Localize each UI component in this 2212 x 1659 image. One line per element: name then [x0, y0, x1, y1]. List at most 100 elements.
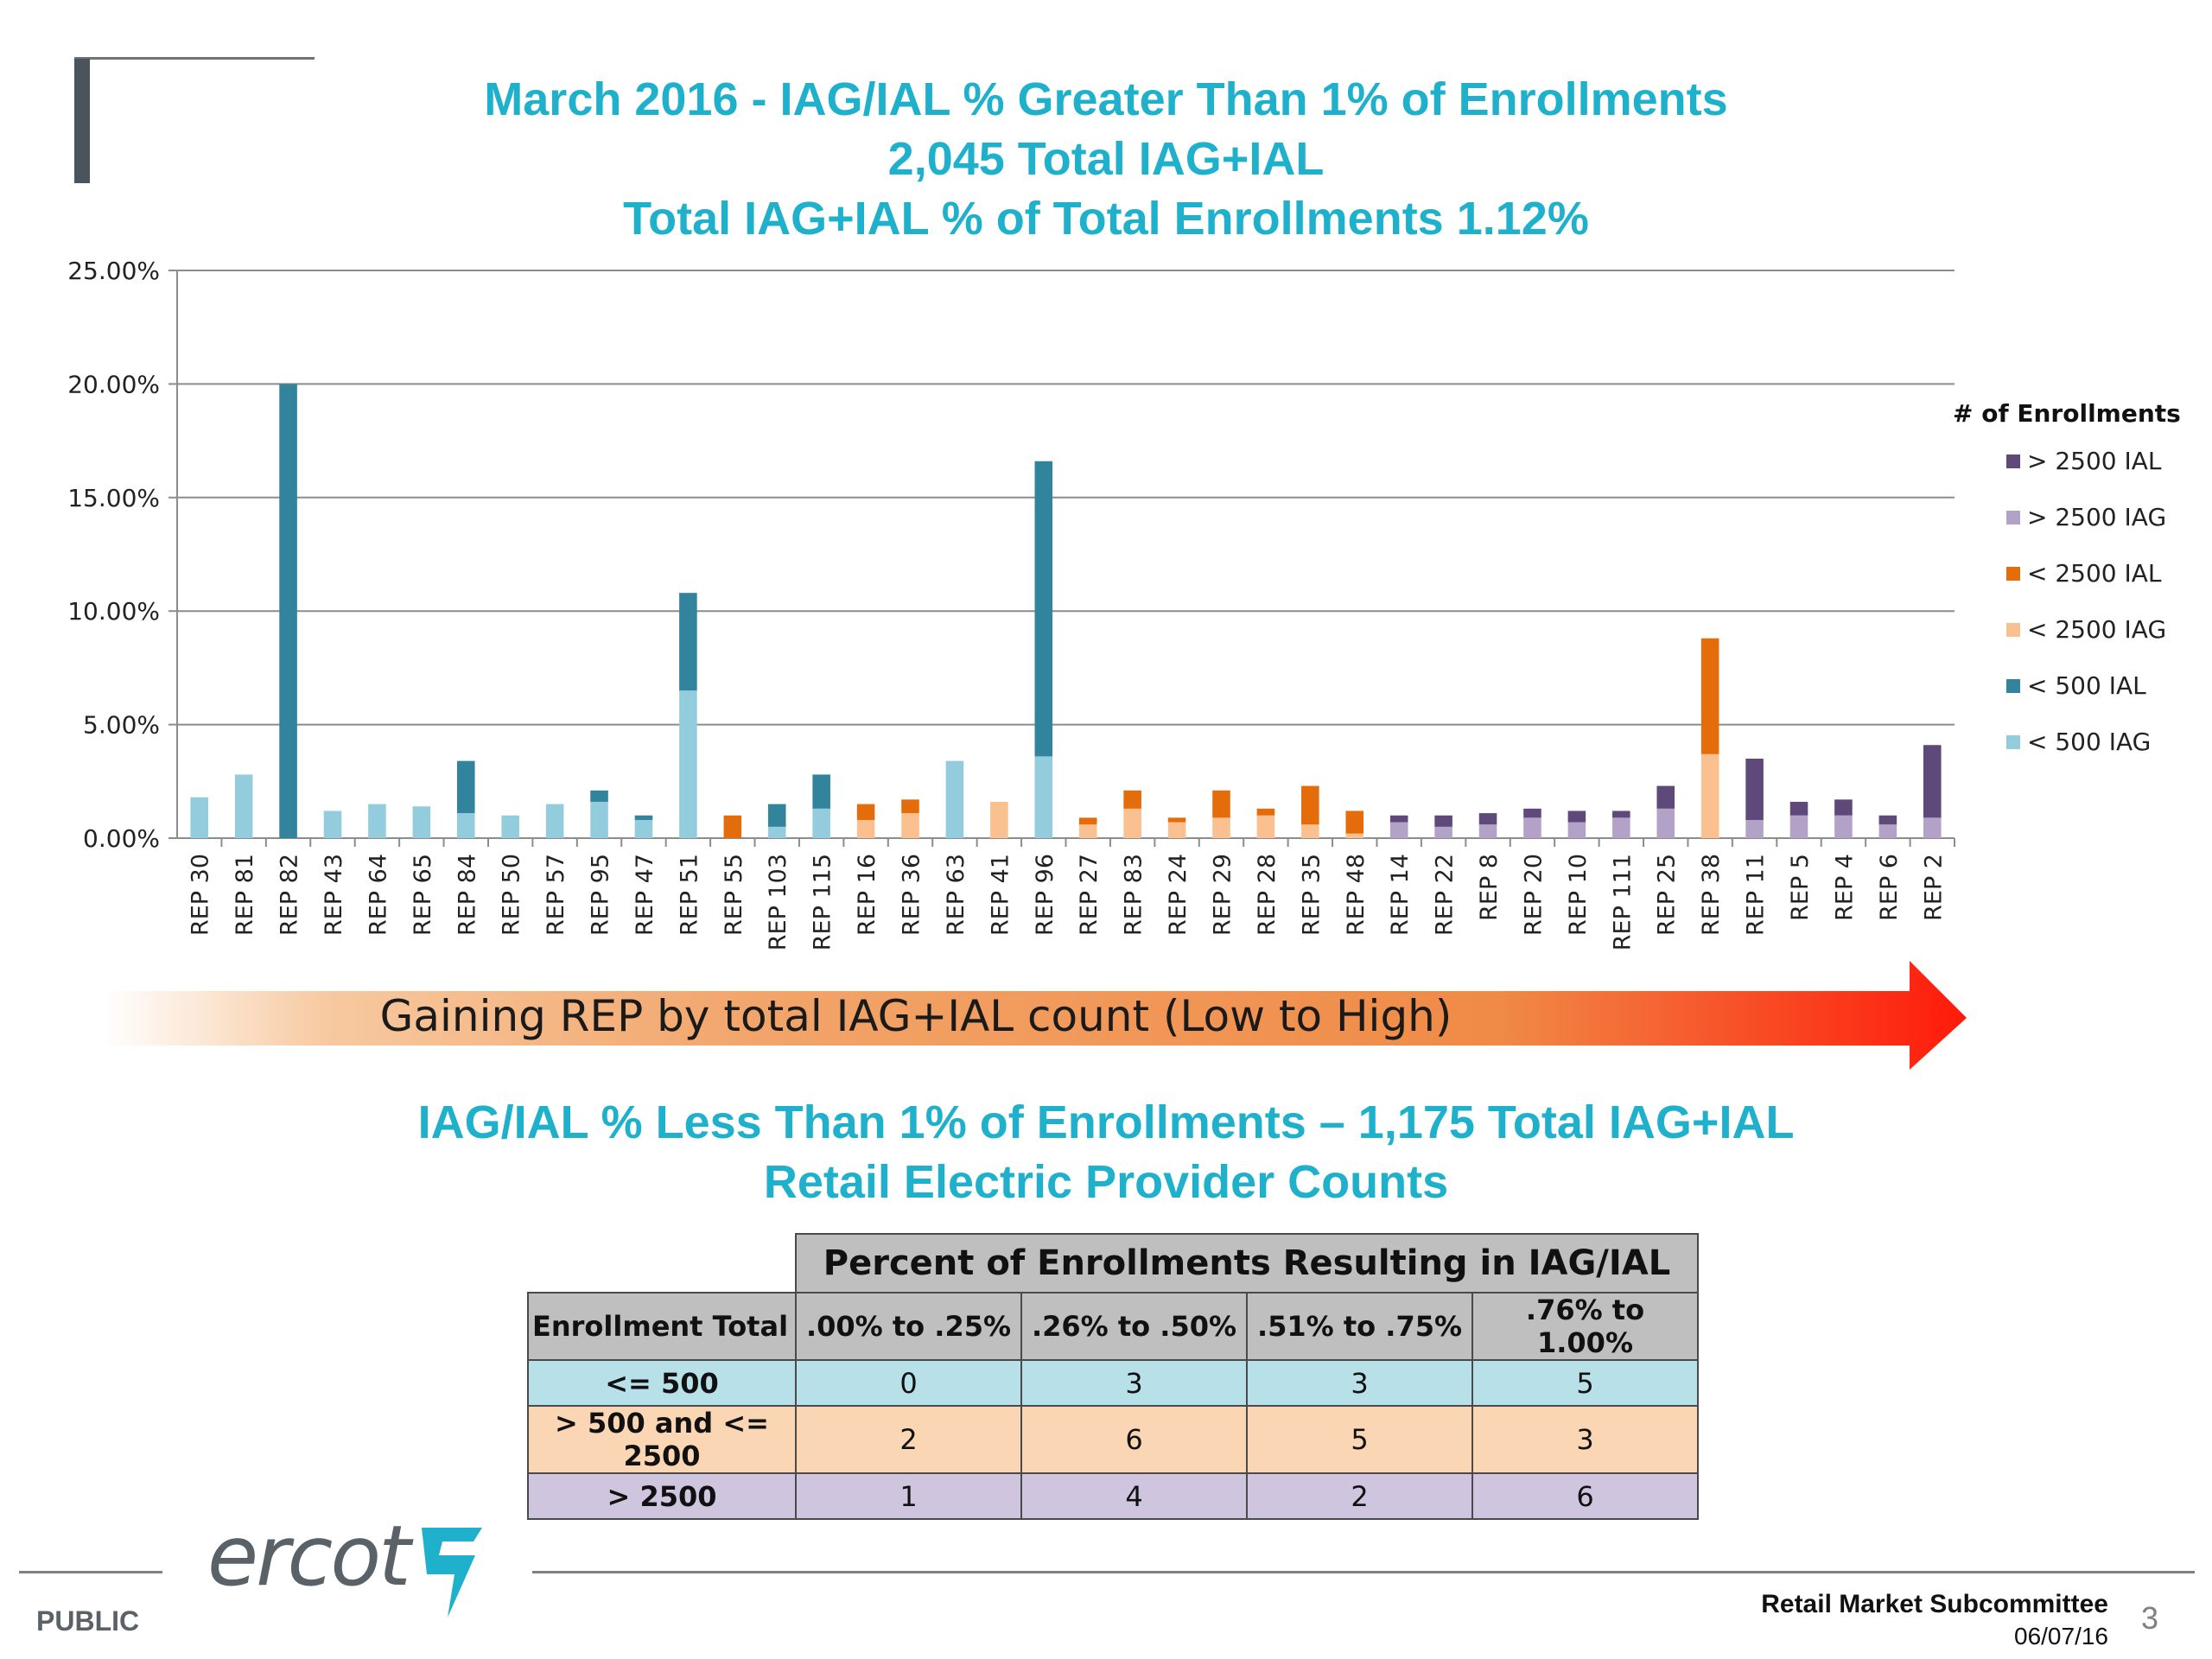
- x-tick-label: REP 11: [1743, 854, 1770, 936]
- bar-segment: [1301, 824, 1319, 838]
- x-tick-label: REP 96: [1032, 854, 1058, 936]
- bar-segment: [1612, 810, 1630, 818]
- accent-line: [74, 57, 315, 60]
- x-tick-label: REP 10: [1565, 854, 1592, 936]
- row-label: <= 500: [527, 1359, 797, 1407]
- row-label: > 500 and <= 2500: [527, 1405, 797, 1474]
- chart-title-line2: 2,045 Total IAG+IAL: [887, 133, 1325, 185]
- x-tick-label: REP 38: [1698, 854, 1725, 936]
- footer-divider-left: [19, 1571, 162, 1573]
- direction-arrow: [104, 961, 1967, 1070]
- x-tick-label: REP 103: [765, 854, 791, 950]
- bar-segment: [634, 819, 653, 838]
- bar-segment: [1078, 817, 1097, 825]
- table-title-line2: Retail Electric Provider Counts: [763, 1156, 1449, 1208]
- y-tick-label: 5.00%: [83, 711, 160, 740]
- table-cell: 6: [1471, 1472, 1699, 1520]
- legend-label: < 500 IAL: [2027, 671, 2146, 700]
- bar-segment: [723, 815, 742, 838]
- x-tick-label: REP 55: [721, 854, 747, 936]
- bar-segment: [1478, 824, 1497, 838]
- bar-segment: [1256, 808, 1275, 816]
- x-tick-label: REP 57: [543, 854, 569, 936]
- bar-segment: [456, 760, 475, 814]
- bar-segment: [812, 808, 830, 838]
- bar-segment: [1212, 790, 1230, 818]
- x-tick-label: REP 51: [676, 854, 702, 936]
- y-tick-label: 0.00%: [83, 824, 160, 853]
- bar-segment: [679, 593, 697, 691]
- x-tick-label: REP 29: [1209, 854, 1236, 936]
- bar-segment: [856, 819, 875, 838]
- x-tick-label: REP 5: [1787, 854, 1814, 921]
- bar-segment: [1745, 819, 1764, 838]
- column-header: .76% to 1.00%: [1471, 1292, 1699, 1361]
- bar-segment: [1878, 815, 1897, 825]
- bar-segment: [1789, 801, 1808, 816]
- x-tick-label: REP 27: [1076, 854, 1103, 936]
- bar-segment: [990, 801, 1008, 838]
- bar-segment: [1167, 817, 1186, 823]
- bar-segment: [234, 774, 253, 838]
- table-title-line1: IAG/IAL % Less Than 1% of Enrollments – …: [417, 1096, 1795, 1148]
- bar-segment: [1034, 461, 1053, 757]
- legend-label: > 2500 IAG: [2027, 503, 2166, 531]
- x-tick-label: REP 14: [1387, 854, 1414, 936]
- bar-segment: [1923, 817, 1942, 838]
- x-tick-label: REP 111: [1609, 854, 1636, 950]
- bar-segment: [1700, 638, 1719, 754]
- bar-segment: [1034, 756, 1053, 838]
- x-tick-label: REP 8: [1476, 854, 1503, 921]
- x-tick-label: REP 50: [499, 854, 525, 936]
- table-header-top: Percent of Enrollments Resulting in IAG/…: [795, 1233, 1699, 1294]
- bar-segment: [1212, 817, 1230, 838]
- x-tick-label: REP 24: [1165, 854, 1192, 936]
- x-tick-label: REP 22: [1432, 854, 1459, 936]
- bar-segment: [279, 384, 297, 838]
- page-number: 3: [2141, 1600, 2159, 1636]
- y-tick-label: 20.00%: [67, 370, 160, 398]
- bar-segment: [1834, 815, 1853, 838]
- bar-segment: [1923, 745, 1942, 818]
- bar-segment: [901, 813, 919, 838]
- chart-title-line3: Total IAG+IAL % of Total Enrollments 1.1…: [623, 193, 1589, 245]
- x-tick-label: REP 47: [632, 854, 658, 936]
- bar-segment: [1389, 822, 1408, 838]
- table-cell: 4: [1020, 1472, 1248, 1520]
- bar-segment: [1745, 759, 1764, 820]
- footer-divider-right: [532, 1571, 2195, 1573]
- bar-segment: [1523, 817, 1541, 838]
- classification-label: PUBLIC: [36, 1605, 140, 1637]
- x-tick-label: REP 30: [188, 854, 214, 936]
- bar-segment: [856, 804, 875, 820]
- legend-title: # of Enrollments: [1953, 399, 2181, 428]
- x-tick-label: REP 2: [1920, 854, 1947, 921]
- bar-segment: [1256, 815, 1275, 838]
- table-cell: 2: [795, 1405, 1022, 1474]
- bar-segment: [1700, 753, 1719, 838]
- footer-date: 06/07/16: [2014, 1623, 2108, 1649]
- bar-segment: [368, 804, 386, 838]
- y-tick-label: 10.00%: [67, 597, 160, 626]
- bar-segment: [412, 806, 431, 838]
- stacked-bar-chart: 0.00% 5.00% 10.00% 15.00% 20.00% 25.00% REP 30…: [67, 259, 2181, 950]
- x-tick-label: REP 63: [943, 854, 969, 936]
- legend-swatch: [2006, 454, 2020, 468]
- table-cell: 3: [1020, 1359, 1248, 1407]
- bar-segment: [1345, 810, 1364, 834]
- bar-segment: [1123, 808, 1141, 838]
- column-header: .26% to .50%: [1020, 1292, 1248, 1361]
- legend-label: < 500 IAG: [2027, 728, 2151, 756]
- bar-segment: [545, 804, 564, 838]
- table-row: > 2500 1 4 2 6: [527, 1472, 1699, 1520]
- bar-segment: [456, 813, 475, 838]
- bar-segment: [1567, 810, 1586, 823]
- x-tick-label: REP 81: [232, 854, 258, 936]
- committee-name: Retail Market Subcommittee: [1761, 1590, 2108, 1618]
- bar-segment: [1167, 822, 1186, 838]
- bar-segment: [190, 797, 208, 838]
- legend-label: < 2500 IAL: [2027, 559, 2162, 588]
- bar-segment: [1301, 785, 1319, 825]
- table-cell: 5: [1471, 1359, 1699, 1407]
- chart-title-line1: March 2016 - IAG/IAL % Greater Than 1% o…: [484, 73, 1728, 125]
